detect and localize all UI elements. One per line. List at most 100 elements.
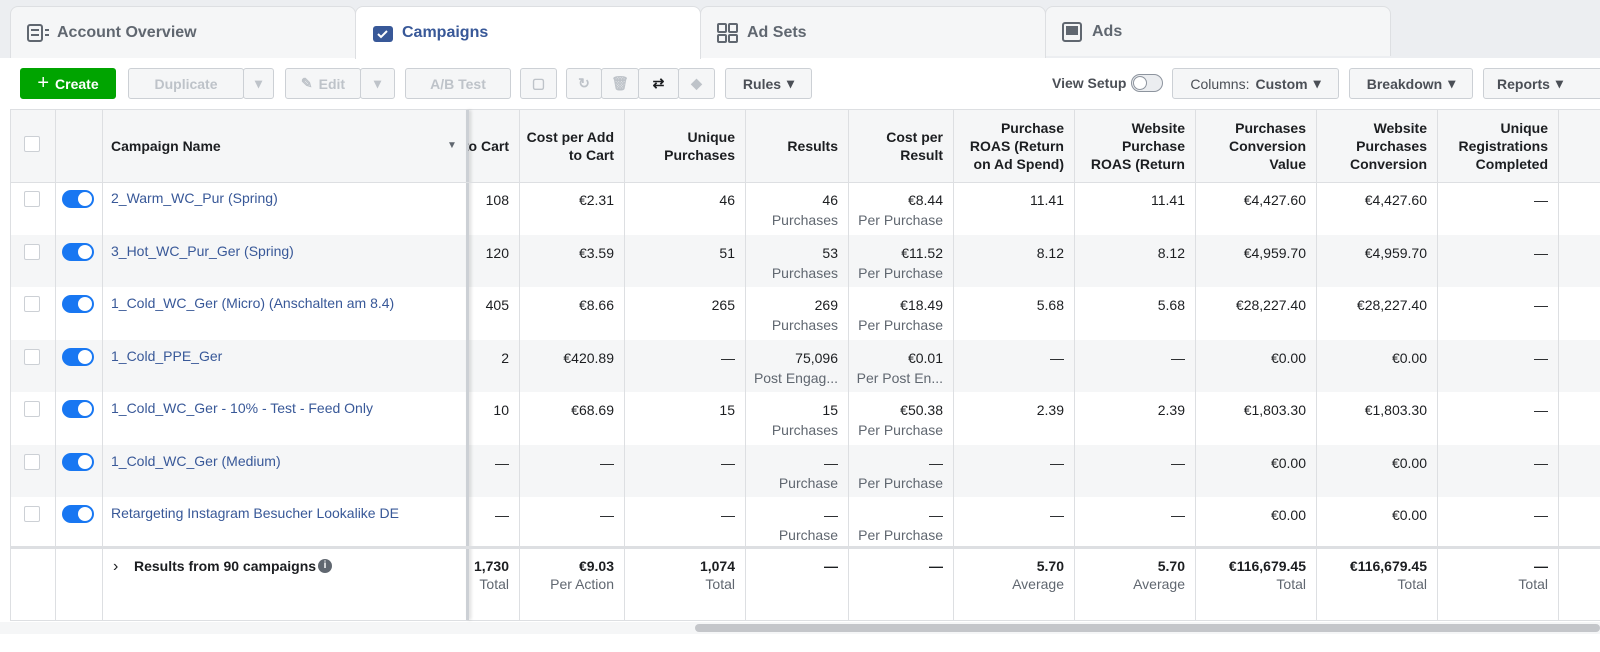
cell-value: 11.41 [1030,192,1064,208]
duplicate-dropdown[interactable]: ▾ [243,68,274,99]
edit-button[interactable]: ✎ Edit [285,68,361,99]
cell-value: 5.68 [1036,297,1064,313]
footer-value: €116,679.45 [1349,558,1427,574]
cell-label: Per Post En... [856,369,943,386]
reports-button[interactable]: Reports ▾ [1483,68,1600,99]
footer-value: — [824,558,838,574]
column-header[interactable]: Cost per Add to Cart [526,129,614,163]
delete-button[interactable]: 🗑 [601,68,639,99]
footer-label: Total [479,576,509,592]
cell-value: 53 [822,244,838,261]
scrollbar-thumb[interactable] [695,624,1600,632]
toggle-knob [1133,76,1147,90]
cell-label: Per Purchase [858,212,943,228]
cell-value: — [1171,454,1185,471]
campaign-name[interactable]: 1_Cold_WC_Ger - 10% - Test - Feed Only [111,400,373,416]
column-header[interactable]: Results [787,138,838,154]
cell-value: — [1534,349,1548,366]
cell-value: €28,227.40 [1356,297,1427,313]
cell-value: €2.31 [578,192,614,208]
column-header[interactable]: Unique Registrations Completed [1458,120,1548,172]
campaign-name[interactable]: 3_Hot_WC_Pur_Ger (Spring) [111,242,294,259]
campaign-name[interactable]: 2_Warm_WC_Pur (Spring) [111,190,278,206]
cell-label: Purchases [771,422,838,438]
cell-value: €3.59 [578,244,614,261]
cell-value: 405 [485,297,509,313]
cell-value: — [1171,349,1185,366]
campaign-name[interactable]: 1_Cold_PPE_Ger [111,347,223,364]
tab[interactable]: Account Overview [10,6,356,58]
column-header[interactable]: Website Purchases Conversion [1349,120,1427,172]
row-checkbox[interactable] [24,348,40,365]
tag-button[interactable]: ◆ [678,68,715,99]
cell-value: — [600,507,614,523]
column-header[interactable]: dds to Cart [468,138,509,154]
tab-label: Account Overview [57,23,197,41]
rules-button[interactable]: Rules ▾ [725,68,812,99]
tab-icon [1062,21,1082,42]
row-checkbox[interactable] [24,506,40,522]
row-checkbox[interactable] [24,401,40,417]
edit-dropdown[interactable]: ▾ [360,68,395,99]
status-toggle[interactable] [62,295,94,313]
status-toggle[interactable] [62,505,94,523]
cell-value: €1,803.30 [1364,402,1427,418]
cell-value: — [1534,192,1548,208]
column-divider [1558,110,1559,620]
clipboard-button[interactable]: ▢ [520,68,557,99]
column-header[interactable]: Purchase ROAS (Return on Ad Spend) [969,120,1064,172]
column-header[interactable]: Cost per Result [886,129,943,163]
cell-value: €0.00 [1391,507,1427,523]
column-header[interactable]: Unique Purchases [664,129,735,163]
compare-button[interactable]: ⇄ [638,68,679,99]
column-header[interactable]: Campaign Name [111,138,221,154]
status-toggle[interactable] [62,347,94,366]
campaign-name[interactable]: Retargeting Instagram Besucher Lookalike… [111,505,399,521]
row-checkbox[interactable] [24,243,40,260]
column-divider [1316,110,1317,620]
column-header[interactable]: Purchases Conversion Value [1228,120,1306,172]
status-toggle[interactable] [62,242,94,261]
cell-value: — [721,454,735,471]
campaign-name[interactable]: 1_Cold_WC_Ger (Medium) [111,452,281,469]
campaign-name[interactable]: 1_Cold_WC_Ger (Micro) (Anschalten am 8.4… [111,295,395,311]
row-checkbox[interactable] [24,296,40,312]
column-header[interactable]: Website Purchase ROAS (Return [1090,120,1185,172]
create-button[interactable]: + Create [20,68,116,99]
cell-value: — [1050,507,1064,523]
cell-value: — [495,507,509,523]
tab[interactable]: Ads [1045,6,1391,56]
tab[interactable]: Ad Sets [700,6,1046,58]
breakdown-button[interactable]: Breakdown ▾ [1349,68,1473,99]
expand-icon: › [113,558,119,575]
status-toggle[interactable] [62,452,94,471]
status-toggle[interactable] [62,400,94,418]
cell-value: 269 [814,297,838,313]
cell-value: — [929,454,943,471]
footer-label: Total [1518,576,1548,592]
status-toggle[interactable] [62,190,94,208]
cell-value: 75,096 [795,349,838,366]
row-checkbox[interactable] [24,453,40,470]
cell-value: — [1534,244,1548,261]
duplicate-button[interactable]: Duplicate [128,68,244,99]
footer-value: €9.03 [578,558,614,574]
columns-button[interactable]: Columns: Custom ▾ [1172,68,1339,99]
view-setup-toggle[interactable] [1131,74,1163,92]
button-label: Custom [1255,75,1308,92]
cell-value: €0.00 [1270,507,1306,523]
header-background [11,110,1600,182]
refresh-button[interactable]: ↻ [566,68,602,99]
cell-value: 46 [822,192,838,208]
column-divider [953,110,954,620]
cell-value: — [1050,454,1064,471]
row-checkbox[interactable] [24,191,40,207]
footer-label: Total [1397,576,1427,592]
cell-label: Purchases [771,317,838,333]
cell-value: €0.01 [907,349,943,366]
header-checkbox[interactable] [24,136,40,152]
tab[interactable]: Campaigns [355,6,701,59]
row-background [11,234,1600,287]
ab-test-button[interactable]: A/B Test [405,68,511,99]
